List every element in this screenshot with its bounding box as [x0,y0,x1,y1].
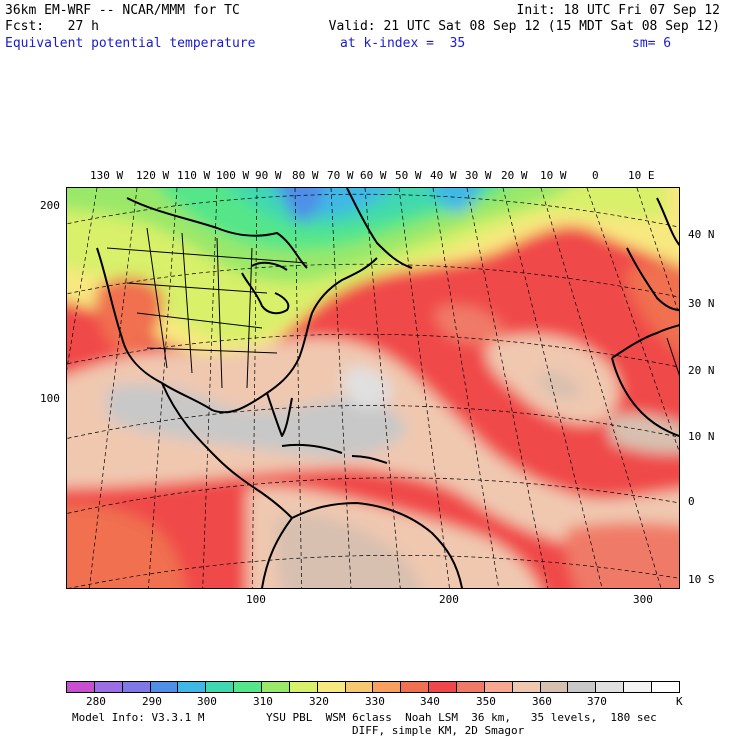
map-svg [67,188,679,588]
lon-label: 90 W [255,169,282,182]
lon-label: 60 W [360,169,387,182]
grid-y-label: 200 [40,199,60,212]
colorbar-swatch [652,682,679,692]
colorbar-swatch [206,682,235,692]
lon-label: 10 E [628,169,655,182]
lon-label: 30 W [465,169,492,182]
colorbar-swatch [401,682,430,692]
lat-label: 20 N [688,364,715,377]
model-info: Model Info: V3.3.1 M [72,711,205,724]
lon-label: 70 W [327,169,354,182]
theta-e-map [66,187,680,589]
colorbar-swatch [540,682,569,692]
forecast-hour: Fcst: 27 h [5,19,99,34]
grid-x-label: 300 [633,593,653,606]
coastlines [96,188,679,588]
colorbar-swatch [234,682,263,692]
lat-label: 0 [688,495,695,508]
grid-x-label: 100 [246,593,266,606]
colorbar-swatch [457,682,485,692]
valid-time: Valid: 21 UTC Sat 08 Sep 12 (15 MDT Sat … [328,19,720,34]
lon-label: 110 W [177,169,211,182]
smoothing: sm= 6 [632,36,672,51]
colorbar-tick: 330 [365,695,385,708]
colorbar-swatch [67,682,95,692]
colorbar-tick: 290 [142,695,162,708]
color-field [67,188,679,588]
lon-label: 100 W [216,169,250,182]
colorbar-swatch [317,682,346,692]
model-title: 36km EM-WRF -- NCAR/MMM for TC [5,3,240,18]
physics-info: YSU PBL WSM 6class Noah LSM 36 km, 35 le… [266,711,657,724]
borders [106,227,679,389]
colorbar [66,681,680,693]
colorbar-unit: K [676,695,683,708]
field-name: Equivalent potential temperature [5,36,256,51]
colorbar-swatch [150,682,179,692]
colorbar-swatch [512,682,541,692]
graticule [67,188,679,588]
colorbar-tick: 360 [532,695,552,708]
colorbar-tick: 370 [587,695,607,708]
lon-label: 40 W [430,169,457,182]
lon-label: 120 W [136,169,170,182]
colorbar-tick: 300 [197,695,217,708]
lon-label: 20 W [501,169,528,182]
colorbar-tick: 280 [86,695,106,708]
grid-x-label: 200 [439,593,459,606]
colorbar-swatch [178,682,207,692]
colorbar-swatch [262,682,290,692]
colorbar-swatch [429,682,458,692]
colorbar-swatch [568,682,597,692]
colorbar-swatch [373,682,402,692]
colorbar-swatch [484,682,513,692]
init-time: Init: 18 UTC Fri 07 Sep 12 [516,3,721,18]
lat-label: 10 N [688,430,715,443]
lon-label: 130 W [90,169,124,182]
lat-label: 30 N [688,297,715,310]
lon-label: 10 W [540,169,567,182]
colorbar-tick: 320 [309,695,329,708]
colorbar-swatch [596,682,625,692]
colorbar-swatch [624,682,653,692]
lon-label: 0 [592,169,599,182]
colorbar-tick: 340 [420,695,440,708]
level-index: at k-index = 35 [340,36,466,51]
lat-label: 40 N [688,228,715,241]
lon-label: 50 W [395,169,422,182]
colorbar-tick: 310 [253,695,273,708]
grid-y-label: 100 [40,392,60,405]
lon-label: 80 W [292,169,319,182]
diffusion-info: DIFF, simple KM, 2D Smagor [352,724,525,737]
colorbar-swatch [94,682,123,692]
lat-label: 10 S [688,573,715,586]
colorbar-swatch [345,682,374,692]
colorbar-swatch [122,682,151,692]
colorbar-tick: 350 [476,695,496,708]
colorbar-swatch [289,682,318,692]
